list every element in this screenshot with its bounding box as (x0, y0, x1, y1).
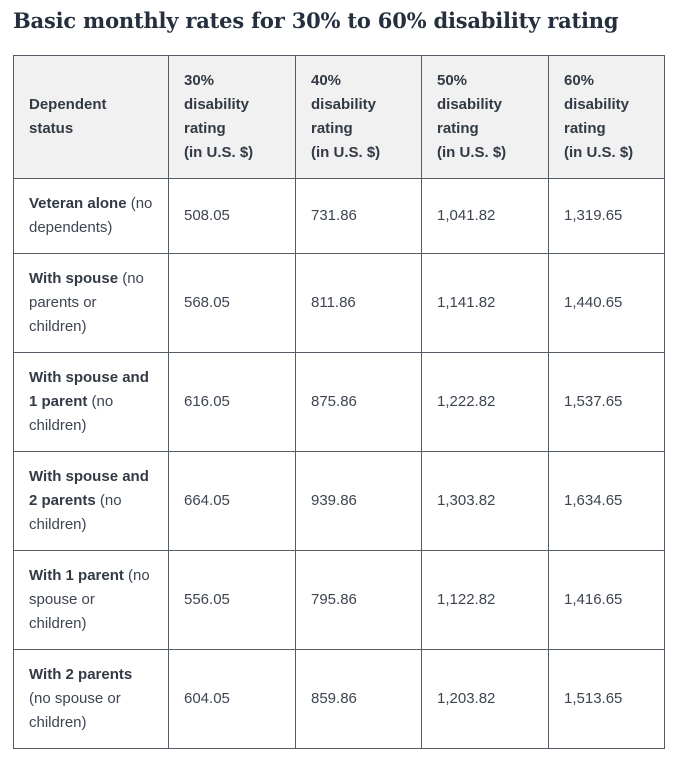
row-header-detail: (no parents or children) (29, 270, 144, 336)
rate-cell: 1,634.65 (548, 451, 665, 552)
table-row: Veteran alone (no dependents) 508.05 731… (13, 178, 665, 255)
rate-cell: 508.05 (168, 178, 296, 255)
rates-table: Dependent status 30% disability rating (… (13, 55, 665, 750)
table-header: Dependent status 30% disability rating (… (13, 55, 665, 180)
column-header-30-percent: 30% disability rating (in U.S. $) (168, 55, 296, 180)
row-header-bold: With spouse and 2 parents (29, 468, 149, 510)
page-title: Basic monthly rates for 30% to 60% disab… (13, 8, 619, 33)
rate-cell: 1,141.82 (421, 253, 549, 354)
table-row: With 2 parents (no spouse or children) 6… (13, 649, 665, 750)
column-header-label: 60% disability rating (564, 72, 630, 138)
rate-cell: 1,203.82 (421, 649, 549, 750)
rate-cell: 795.86 (295, 550, 422, 651)
row-header-bold: With 1 parent (29, 567, 124, 585)
rate-cell: 859.86 (295, 649, 422, 750)
column-header-50-percent: 50% disability rating (in U.S. $) (421, 55, 549, 180)
rate-cell: 556.05 (168, 550, 296, 651)
rate-cell: 1,222.82 (421, 352, 549, 453)
row-header: With spouse (no parents or children) (13, 253, 169, 354)
rate-cell: 604.05 (168, 649, 296, 750)
row-header: With 2 parents (no spouse or children) (13, 649, 169, 750)
row-header-detail: (no spouse or children) (29, 690, 121, 732)
row-header: With 1 parent (no spouse or children) (13, 550, 169, 651)
column-header-dependent-status: Dependent status (13, 55, 169, 180)
column-header-unit: (in U.S. $) (184, 144, 254, 162)
rate-cell: 664.05 (168, 451, 296, 552)
rate-cell: 1,416.65 (548, 550, 665, 651)
row-header-bold: With 2 parents (29, 666, 133, 684)
row-header-detail: (no spouse or children) (29, 567, 150, 633)
rate-cell: 1,440.65 (548, 253, 665, 354)
rate-cell: 731.86 (295, 178, 422, 255)
row-header-detail: (no children) (29, 393, 114, 435)
rate-cell: 1,537.65 (548, 352, 665, 453)
column-header-unit: (in U.S. $) (311, 144, 381, 162)
rate-cell: 875.86 (295, 352, 422, 453)
rate-cell: 1,122.82 (421, 550, 549, 651)
row-header-bold: Veteran alone (29, 195, 127, 213)
rate-cell: 939.86 (295, 451, 422, 552)
rate-cell: 811.86 (295, 253, 422, 354)
column-header-unit: (in U.S. $) (564, 144, 634, 162)
rate-cell: 1,513.65 (548, 649, 665, 750)
header-row: Dependent status 30% disability rating (… (13, 55, 665, 180)
column-header-40-percent: 40% disability rating (in U.S. $) (295, 55, 422, 180)
column-header-label: 40% disability rating (311, 72, 377, 138)
row-header: With spouse and 1 parent (no children) (13, 352, 169, 453)
row-header-detail: (no children) (29, 492, 122, 534)
rate-cell: 616.05 (168, 352, 296, 453)
table-row: With spouse and 1 parent (no children) 6… (13, 352, 665, 453)
row-header-detail: (no dependents) (29, 195, 153, 237)
table-row: With spouse and 2 parents (no children) … (13, 451, 665, 552)
row-header-bold: With spouse and 1 parent (29, 369, 149, 411)
table-body: Veteran alone (no dependents) 508.05 731… (13, 178, 665, 750)
table-row: With 1 parent (no spouse or children) 55… (13, 550, 665, 651)
column-header-unit: (in U.S. $) (437, 144, 507, 162)
row-header-bold: With spouse (29, 270, 119, 288)
column-header-label: 30% disability rating (184, 72, 250, 138)
rate-cell: 1,319.65 (548, 178, 665, 255)
rate-cell: 568.05 (168, 253, 296, 354)
column-header-label: Dependent status (29, 96, 107, 138)
row-header: Veteran alone (no dependents) (13, 178, 169, 255)
column-header-60-percent: 60% disability rating (in U.S. $) (548, 55, 665, 180)
row-header: With spouse and 2 parents (no children) (13, 451, 169, 552)
rate-cell: 1,041.82 (421, 178, 549, 255)
table-row: With spouse (no parents or children) 568… (13, 253, 665, 354)
rate-cell: 1,303.82 (421, 451, 549, 552)
column-header-label: 50% disability rating (437, 72, 503, 138)
